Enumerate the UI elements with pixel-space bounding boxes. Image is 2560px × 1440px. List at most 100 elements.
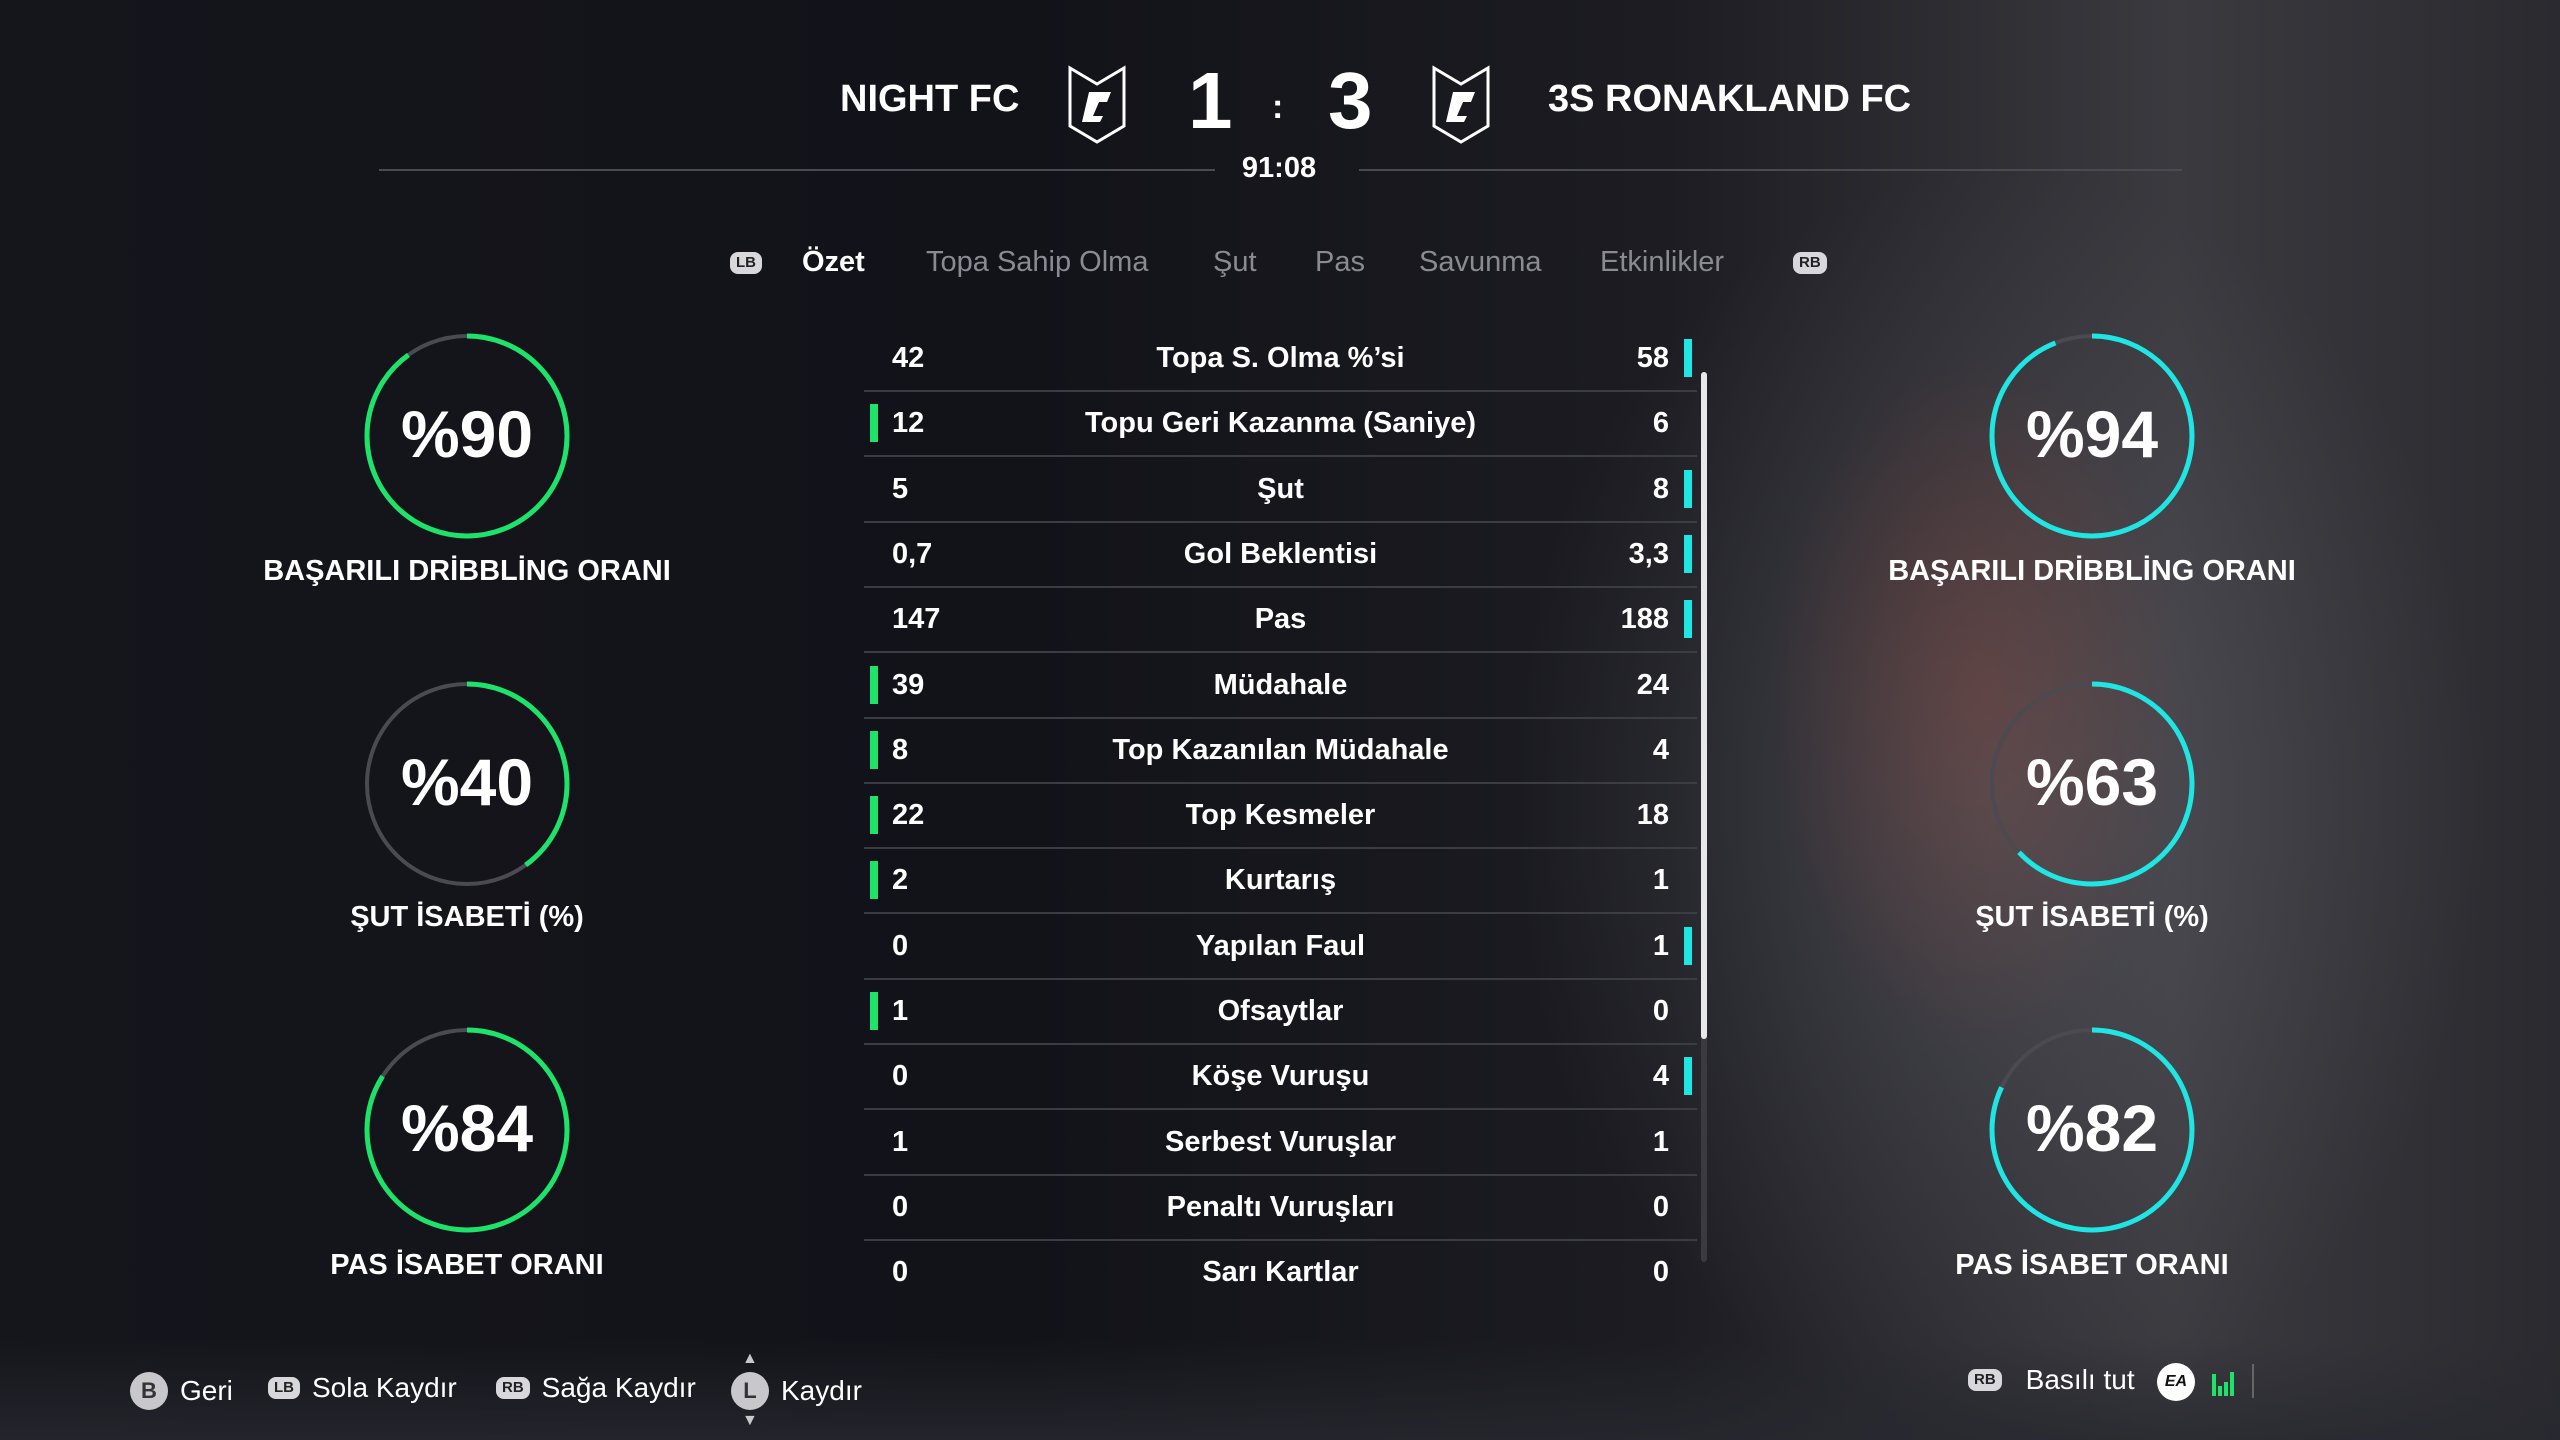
- row-divider: [864, 585, 1697, 588]
- back-hint[interactable]: B Geri: [130, 1372, 233, 1410]
- ring-label: ŞUT İSABETİ (%): [350, 901, 584, 933]
- back-label: Geri: [180, 1375, 233, 1406]
- scroll-left-hint[interactable]: LB Sola Kaydır: [268, 1372, 457, 1404]
- stat-row: 147 Pas 188: [864, 588, 1697, 654]
- stat-away-value: 1: [1652, 1125, 1669, 1158]
- stat-row: 39 Müdahale 24: [864, 654, 1697, 719]
- stat-away-value: 24: [1636, 668, 1669, 701]
- stat-home-value: 0: [892, 929, 909, 962]
- stat-away-value: 8: [1652, 472, 1669, 505]
- stat-home-value: 0,7: [892, 537, 933, 570]
- stat-label: Top Kazanılan Müdahale: [1112, 733, 1449, 766]
- stat-label: Müdahale: [1213, 668, 1348, 701]
- row-divider: [864, 977, 1697, 980]
- stat-label: Topa S. Olma %’si: [1156, 342, 1405, 374]
- stat-row: 8 Top Kazanılan Müdahale 4: [864, 719, 1697, 784]
- stat-row: 0 Köşe Vuruşu 4: [864, 1045, 1697, 1111]
- home-leader-bar: [870, 861, 878, 900]
- stat-label: Yapılan Faul: [1195, 929, 1366, 962]
- lb-bumper-icon[interactable]: LB: [730, 252, 762, 274]
- header-divider-right: [1359, 169, 2182, 171]
- stat-label: Sarı Kartlar: [1202, 1256, 1359, 1289]
- stat-home-value: 39: [892, 668, 925, 701]
- row-divider: [864, 651, 1697, 654]
- ring-progress: [364, 333, 570, 539]
- ring-percent: %40: [400, 745, 534, 819]
- stat-home-value: 12: [892, 407, 925, 440]
- tab-topa-sahip-olma[interactable]: Topa Sahip Olma: [926, 246, 1149, 278]
- row-divider: [864, 1238, 1697, 1241]
- row-divider: [864, 781, 1697, 784]
- home-leader-bar: [870, 730, 878, 769]
- score-separator: :: [1272, 88, 1284, 126]
- stat-label: Gol Beklentisi: [1183, 537, 1378, 570]
- stats-scrollbar[interactable]: [1701, 372, 1707, 1262]
- stat-home-value: 2: [892, 864, 909, 897]
- tab-savunma[interactable]: Savunma: [1419, 246, 1542, 278]
- stick-down-arrow-icon: ▼: [742, 1412, 758, 1429]
- home-leader-bar: [870, 404, 878, 443]
- stat-away-value: 3,3: [1628, 537, 1669, 570]
- stat-away-value: 6: [1652, 407, 1669, 440]
- stat-label: Kurtarış: [1224, 864, 1337, 897]
- home-team-name: NIGHT FC: [840, 78, 1020, 120]
- stat-home-value: 147: [892, 603, 941, 636]
- row-divider: [864, 912, 1697, 915]
- rb-button-icon: RB: [496, 1377, 530, 1399]
- ring-progress: [364, 1027, 570, 1233]
- footer-divider: [2252, 1364, 2254, 1398]
- stat-away-value: 1: [1652, 864, 1669, 897]
- footer-bar: [0, 1340, 2560, 1440]
- tab-ozet[interactable]: Özet: [802, 246, 865, 278]
- ring-percent: %84: [400, 1091, 534, 1165]
- ring-gauge: [364, 1027, 570, 1233]
- stat-home-value: 1: [892, 1125, 909, 1158]
- stat-row: 42 Topa S. Olma %’si 58: [864, 327, 1697, 392]
- row-divider: [864, 455, 1697, 458]
- stat-row: 2 Kurtarış 1: [864, 849, 1697, 915]
- ring-label: BAŞARILI DRİBBLİNG ORANI: [263, 555, 671, 587]
- ring-percent: %94: [2025, 397, 2159, 471]
- stat-away-value: 58: [1636, 342, 1669, 374]
- home-ring: %90: [357, 326, 577, 546]
- rb-bumper-icon[interactable]: RB: [1793, 252, 1827, 274]
- rb-hold-button-icon: RB: [1968, 1369, 2002, 1391]
- ring-progress: [1989, 681, 2195, 887]
- row-divider: [864, 1108, 1697, 1111]
- hold-label: Basılı tut: [2025, 1364, 2135, 1395]
- ring-gauge: [364, 333, 570, 539]
- stat-home-value: 5: [892, 472, 909, 505]
- away-team-crest-icon: [1432, 65, 1490, 144]
- away-leader-bar: [1684, 469, 1692, 508]
- tab-etkinlikler[interactable]: Etkinlikler: [1600, 246, 1725, 278]
- stats-scrollbar-thumb[interactable]: [1701, 372, 1707, 1039]
- ring-label: BAŞARILI DRİBBLİNG ORANI: [1888, 555, 2296, 587]
- row-divider: [864, 716, 1697, 719]
- stat-row: 5 Şut 8: [864, 458, 1697, 523]
- connection-signal-icon: [2212, 1372, 2234, 1396]
- ring-percent: %63: [2025, 745, 2159, 819]
- stat-away-value: 4: [1652, 1060, 1669, 1093]
- stat-label: Serbest Vuruşlar: [1164, 1125, 1397, 1158]
- away-ring: %94: [1982, 326, 2202, 546]
- home-leader-bar: [870, 665, 878, 704]
- hold-hint[interactable]: RB Basılı tut: [1968, 1364, 2135, 1396]
- away-ring: %82: [1982, 1020, 2202, 1240]
- stat-home-value: 8: [892, 733, 909, 766]
- row-divider: [864, 390, 1697, 392]
- ring-gauge: [1989, 333, 2195, 539]
- tab-sut[interactable]: Şut: [1213, 246, 1257, 278]
- header-divider-left: [379, 169, 1215, 171]
- ring-percent: %90: [400, 397, 534, 471]
- stat-label: Penaltı Vuruşları: [1166, 1190, 1395, 1223]
- stat-row: 22 Top Kesmeler 18: [864, 784, 1697, 850]
- stat-away-value: 188: [1620, 603, 1669, 636]
- scroll-right-hint[interactable]: RB Sağa Kaydır: [496, 1372, 696, 1404]
- scroll-label: Kaydır: [781, 1375, 862, 1406]
- home-score: 1: [1188, 56, 1233, 145]
- away-ring: %63: [1982, 674, 2202, 894]
- tab-pas[interactable]: Pas: [1315, 246, 1365, 278]
- scroll-hint[interactable]: L Kaydır: [731, 1372, 862, 1410]
- stat-row: 0 Sarı Kartlar 0: [864, 1241, 1697, 1306]
- away-leader-bar: [1684, 534, 1692, 573]
